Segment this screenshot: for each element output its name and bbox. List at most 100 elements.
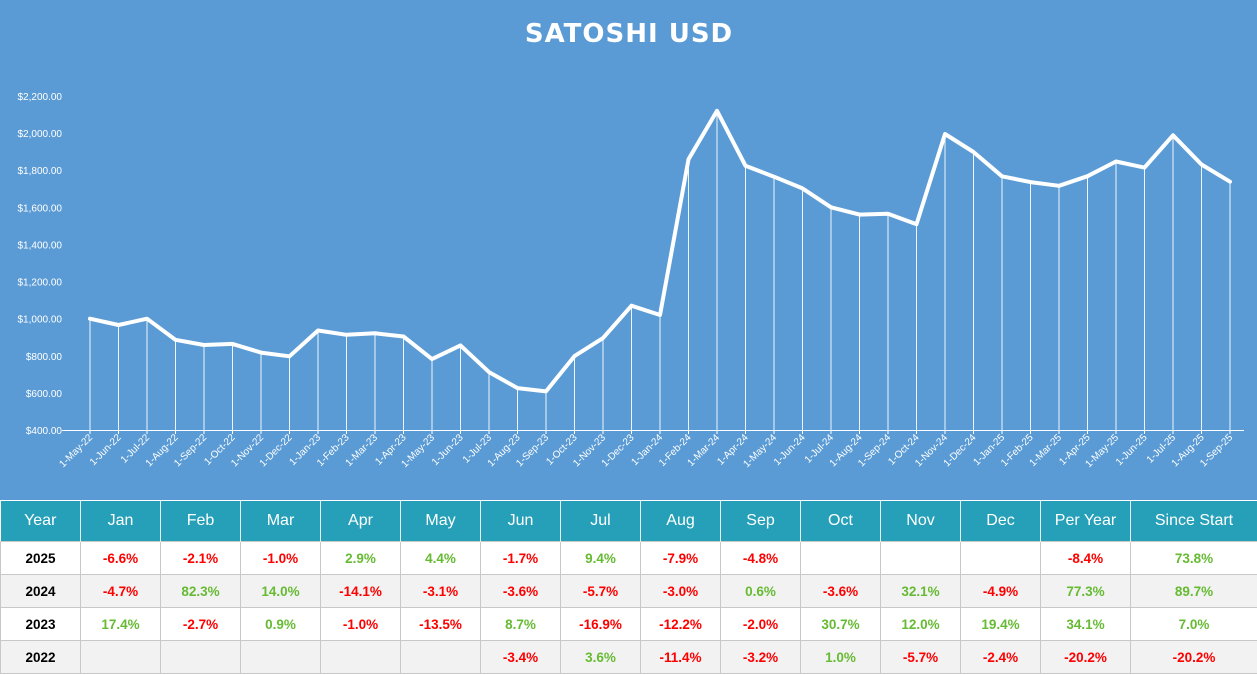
return-cell <box>800 541 881 575</box>
y-tick-label: $1,200.00 <box>18 278 63 289</box>
return-cell: -3.4% <box>480 640 561 674</box>
header-year: Year <box>0 501 81 542</box>
x-tick-label: 1-May-22 <box>57 432 95 470</box>
y-tick-label: $1,000.00 <box>18 315 63 326</box>
header-apr: Apr <box>320 501 401 542</box>
return-cell: 32.1% <box>880 574 961 608</box>
return-cell: -6.6% <box>80 541 161 575</box>
return-cell: -20.2% <box>1040 640 1131 674</box>
return-cell <box>960 541 1041 575</box>
return-cell: -2.1% <box>160 541 241 575</box>
return-cell: 8.7% <box>480 607 561 641</box>
table-row: 2022 -3.4% 3.6% -11.4% -3.2% 1.0% -5.7% -2.4% -2… <box>0 640 1257 674</box>
return-cell: -3.6% <box>480 574 561 608</box>
return-cell: -3.1% <box>400 574 481 608</box>
return-cell: 19.4% <box>960 607 1041 641</box>
return-cell: 1.0% <box>800 640 881 674</box>
return-cell: -7.9% <box>640 541 721 575</box>
return-cell: 77.3% <box>1040 574 1131 608</box>
return-cell: 17.4% <box>80 607 161 641</box>
return-cell: 73.8% <box>1130 541 1257 575</box>
header-dec: Dec <box>960 501 1041 542</box>
return-cell <box>240 640 321 674</box>
x-tick-label: 1-Mar-23 <box>344 432 381 469</box>
header-jun: Jun <box>480 501 561 542</box>
return-cell: -11.4% <box>640 640 721 674</box>
return-cell: -1.0% <box>320 607 401 641</box>
y-tick-label: $2,000.00 <box>18 129 63 140</box>
monthly-returns-table: Year Jan Feb Mar Apr May Jun Jul Aug Sep Oct Nov Dec… <box>0 501 1257 674</box>
return-cell: -4.8% <box>720 541 801 575</box>
chart-title: SATOSHI USD <box>525 19 733 49</box>
return-cell: -14.1% <box>320 574 401 608</box>
return-cell: 89.7% <box>1130 574 1257 608</box>
return-cell: 3.6% <box>560 640 641 674</box>
header-mar: Mar <box>240 501 321 542</box>
header-feb: Feb <box>160 501 241 542</box>
table-row: 2024 -4.7% 82.3% 14.0% -14.1% -3.1% -3.6% -5.7%… <box>0 574 1257 608</box>
header-sep: Sep <box>720 501 801 542</box>
year-cell: 2022 <box>0 640 81 674</box>
return-cell: 14.0% <box>240 574 321 608</box>
return-cell: 9.4% <box>560 541 641 575</box>
return-cell: 12.0% <box>880 607 961 641</box>
return-cell: 30.7% <box>800 607 881 641</box>
year-cell: 2024 <box>0 574 81 608</box>
return-cell: -13.5% <box>400 607 481 641</box>
table-row: 2025 -6.6% -2.1% -1.0% 2.9% 4.4% -1.7% 9.4% -7.9… <box>0 541 1257 575</box>
return-cell: -3.6% <box>800 574 881 608</box>
header-jan: Jan <box>80 501 161 542</box>
x-tick-label: 1-Jun-25 <box>1114 432 1150 468</box>
x-tick-label: 1-Mar-25 <box>1028 432 1065 469</box>
table-row: 2023 17.4% -2.7% 0.9% -1.0% -13.5% 8.7% -16.9% -… <box>0 607 1257 641</box>
return-cell: -12.2% <box>640 607 721 641</box>
return-cell: -2.0% <box>720 607 801 641</box>
return-cell: 2.9% <box>320 541 401 575</box>
return-cell <box>320 640 401 674</box>
return-cell: -1.0% <box>240 541 321 575</box>
return-cell: -3.0% <box>640 574 721 608</box>
return-cell: -5.7% <box>560 574 641 608</box>
header-since-start: Since Start <box>1130 501 1257 542</box>
y-tick-label: $1,400.00 <box>18 240 63 251</box>
return-cell: -5.7% <box>880 640 961 674</box>
return-cell <box>880 541 961 575</box>
return-cell: -8.4% <box>1040 541 1131 575</box>
return-cell: -16.9% <box>560 607 641 641</box>
year-cell: 2023 <box>0 607 81 641</box>
header-per-year: Per Year <box>1040 501 1131 542</box>
return-cell: 0.9% <box>240 607 321 641</box>
return-cell: -4.9% <box>960 574 1041 608</box>
chart-panel: SATOSHI USD $400.00 $600.00 $800.00 $1,000.… <box>0 0 1257 500</box>
y-tick-label: $400.00 <box>26 426 63 437</box>
return-cell: -2.7% <box>160 607 241 641</box>
header-aug: Aug <box>640 501 721 542</box>
return-cell <box>160 640 241 674</box>
header-jul: Jul <box>560 501 641 542</box>
x-tick-label: 1-Jun-22 <box>88 432 124 468</box>
return-cell <box>80 640 161 674</box>
return-cell: 82.3% <box>160 574 241 608</box>
header-oct: Oct <box>800 501 881 542</box>
return-cell: 7.0% <box>1130 607 1257 641</box>
x-tick-label: 1-Jun-23 <box>430 432 466 468</box>
x-tick-label: 1-Mar-24 <box>686 432 723 469</box>
y-tick-label: $1,800.00 <box>18 166 63 177</box>
year-cell: 2025 <box>0 541 81 575</box>
y-tick-label: $2,200.00 <box>18 92 63 103</box>
return-cell: 34.1% <box>1040 607 1131 641</box>
x-tick-label: 1-Jun-24 <box>772 432 808 468</box>
header-nov: Nov <box>880 501 961 542</box>
y-tick-label: $1,600.00 <box>18 203 63 214</box>
table-header-row: Year Jan Feb Mar Apr May Jun Jul Aug Sep Oct Nov Dec… <box>0 501 1257 542</box>
price-series-line <box>88 108 1232 394</box>
return-cell: -3.2% <box>720 640 801 674</box>
return-cell: -20.2% <box>1130 640 1257 674</box>
return-cell: -4.7% <box>80 574 161 608</box>
return-cell: -1.7% <box>480 541 561 575</box>
return-cell: 0.6% <box>720 574 801 608</box>
header-may: May <box>400 501 481 542</box>
return-cell: -2.4% <box>960 640 1041 674</box>
return-cell <box>400 640 481 674</box>
y-tick-label: $600.00 <box>26 389 63 400</box>
